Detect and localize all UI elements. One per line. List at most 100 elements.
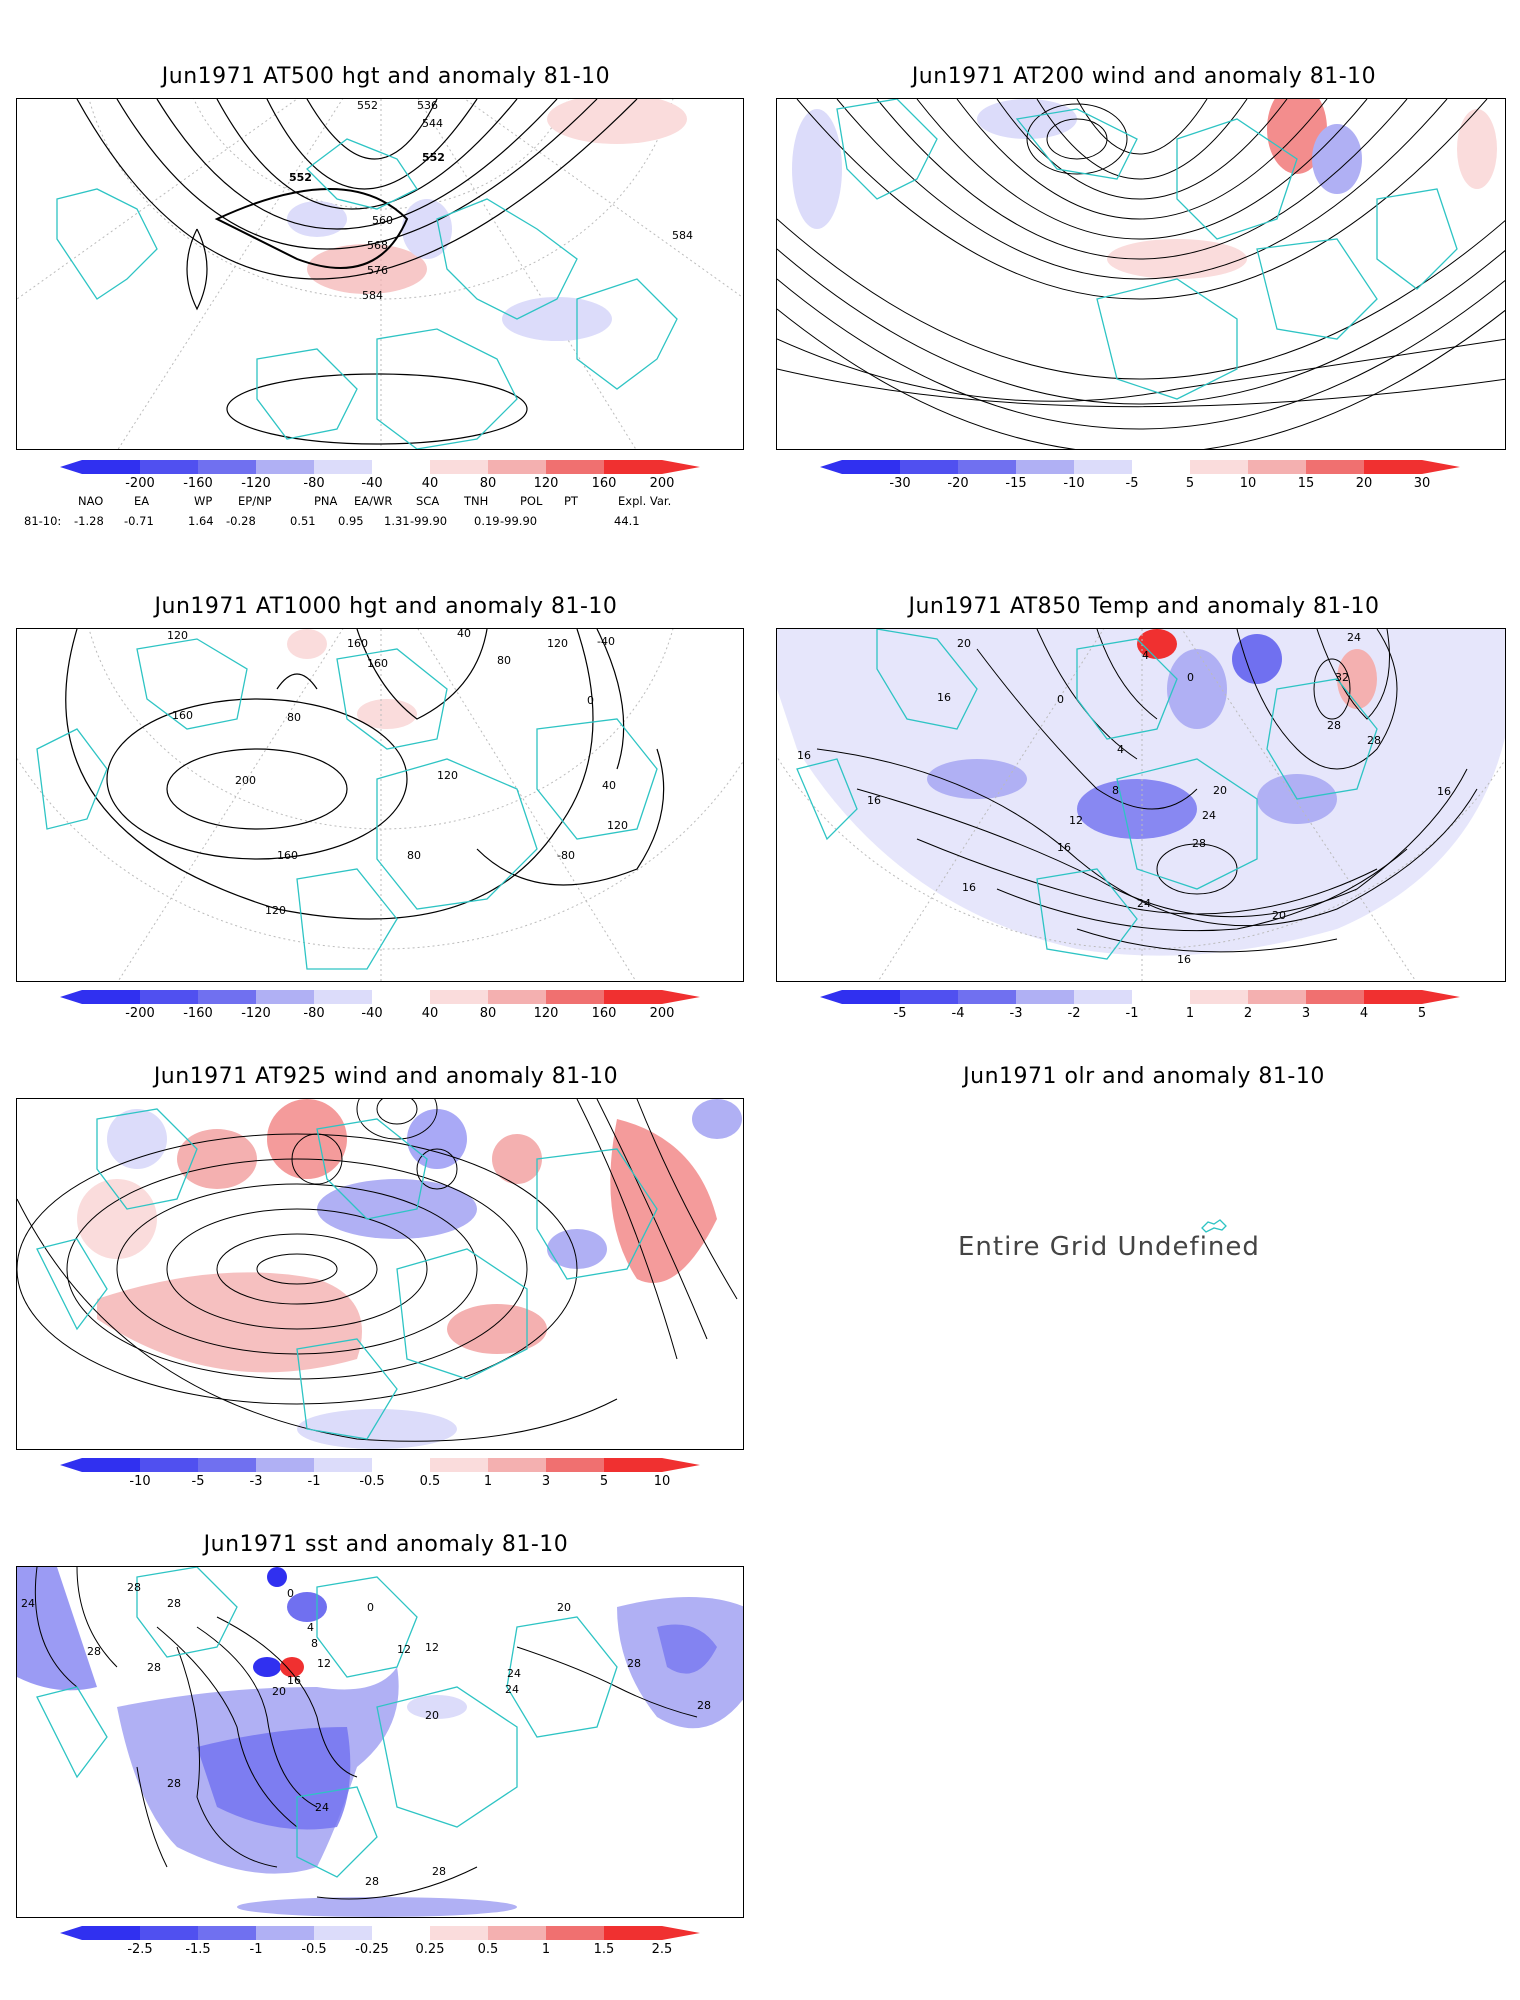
contour-label: 568 xyxy=(367,239,388,252)
contour-label: 160 xyxy=(347,637,368,650)
contour-label: 32 xyxy=(1335,671,1349,684)
colorbar-at500 xyxy=(60,460,700,474)
contour-label: 24 xyxy=(505,1683,519,1696)
colorbar-labels-at500: -200 -160 -120 -80 -40 40 80 120 160 200 xyxy=(125,476,675,491)
map-sst: 28 28 24 28 28 0 4 8 12 16 20 0 12 12 24… xyxy=(16,1566,744,1918)
contour-label: 4 xyxy=(1142,649,1149,662)
contour-label: 0 xyxy=(367,1601,374,1614)
contour-label: 0 xyxy=(1187,671,1194,684)
colorbar-at925 xyxy=(60,1458,700,1472)
contour-label: 80 xyxy=(407,849,421,862)
contour-label: 20 xyxy=(1213,784,1227,797)
map-at200 xyxy=(776,98,1506,450)
map-at925 xyxy=(16,1098,744,1450)
contour-label: 20 xyxy=(957,637,971,650)
contour-label: 120 xyxy=(607,819,628,832)
contour-label: 544 xyxy=(422,117,443,130)
contour-label: 40 xyxy=(602,779,616,792)
contour-label: 536 xyxy=(417,99,438,112)
contour-label: 576 xyxy=(367,264,388,277)
colorbar-labels-at1000: -200 -160 -120 -80 -40 40 80 120 160 200 xyxy=(125,1006,675,1021)
contour-label: 24 xyxy=(21,1597,35,1610)
colorbar-sst xyxy=(60,1926,700,1940)
contour-label: -80 xyxy=(557,849,575,862)
contour-label: 28 xyxy=(1367,734,1381,747)
contour-label: 20 xyxy=(425,1709,439,1722)
contour-label: 120 xyxy=(547,637,568,650)
contour-label: 0 xyxy=(1057,693,1064,706)
contour-label: 16 xyxy=(962,881,976,894)
contour-label: 28 xyxy=(167,1777,181,1790)
contour-label: 584 xyxy=(672,229,693,242)
map-at500-svg: 552 536 544 552 552 560 568 576 584 584 xyxy=(17,99,743,449)
contour-label: 80 xyxy=(497,654,511,667)
contour-label: 20 xyxy=(557,1601,571,1614)
contour-label: 24 xyxy=(1137,897,1151,910)
contour-label: 28 xyxy=(432,1865,446,1878)
undefined-grid-message: Entire Grid Undefined xyxy=(958,1232,1260,1262)
panel-title-olr: Jun1971 olr and anomaly 81-10 xyxy=(963,1064,1325,1089)
contour-label: 0 xyxy=(587,694,594,707)
contour-label: 24 xyxy=(1202,809,1216,822)
contour-label: 4 xyxy=(307,1621,314,1634)
panel-title-sst: Jun1971 sst and anomaly 81-10 xyxy=(203,1532,569,1557)
contour-label: 552 xyxy=(289,171,312,184)
contour-label: 16 xyxy=(937,691,951,704)
contour-label: 160 xyxy=(367,657,388,670)
contour-label: 120 xyxy=(167,629,188,642)
contour-label: 28 xyxy=(365,1875,379,1888)
panel-title-at500: Jun1971 AT500 hgt and anomaly 81-10 xyxy=(161,64,611,89)
contour-label: 28 xyxy=(127,1581,141,1594)
map-at500: 552 536 544 552 552 560 568 576 584 584 xyxy=(16,98,744,450)
contour-label: 160 xyxy=(277,849,298,862)
contour-label: -40 xyxy=(597,635,615,648)
contour-label: 40 xyxy=(457,629,471,640)
contour-label: 16 xyxy=(287,1674,301,1687)
colorbar-labels-sst: -2.5 -1.5 -1 -0.5 -0.25 0.25 0.5 1 1.5 2.5 xyxy=(127,1942,673,1957)
contour-label: 16 xyxy=(797,749,811,762)
contour-label: 120 xyxy=(437,769,458,782)
panel-title-at200: Jun1971 AT200 wind and anomaly 81-10 xyxy=(911,64,1377,89)
contour-label: 28 xyxy=(627,1657,641,1670)
contour-label: 12 xyxy=(397,1643,411,1656)
olr-coast-fragment xyxy=(1200,1218,1230,1234)
contour-label: 28 xyxy=(167,1597,181,1610)
contour-label: 16 xyxy=(1177,953,1191,966)
contour-label: 20 xyxy=(1272,909,1286,922)
contour-label: 160 xyxy=(172,709,193,722)
contour-label: 28 xyxy=(1192,837,1206,850)
panel-title-at1000: Jun1971 AT1000 hgt and anomaly 81-10 xyxy=(154,594,618,619)
contour-label: 584 xyxy=(362,289,383,302)
contour-label: 16 xyxy=(1437,785,1451,798)
teleconnection-index-table: NAO EA WP EP/NP PNA EA/WR SCA TNH POL PT… xyxy=(24,494,672,528)
colorbar-at1000 xyxy=(60,990,700,1004)
contour-label: 28 xyxy=(87,1645,101,1658)
contour-label: 8 xyxy=(311,1637,318,1650)
contour-label: 0 xyxy=(287,1587,294,1600)
contour-label: 552 xyxy=(357,99,378,112)
contour-label: 28 xyxy=(697,1699,711,1712)
contour-label: 24 xyxy=(507,1667,521,1680)
map-at850: 20 4 0 24 16 0 16 4 8 12 20 24 28 28 16 … xyxy=(776,628,1506,982)
contour-label: 24 xyxy=(1347,631,1361,644)
contour-label: 560 xyxy=(372,214,393,227)
contour-label: 120 xyxy=(265,904,286,917)
contour-label: 28 xyxy=(147,1661,161,1674)
contour-label: 24 xyxy=(315,1801,329,1814)
contour-label: 20 xyxy=(272,1685,286,1698)
contour-label: 552 xyxy=(422,151,445,164)
contour-label: 200 xyxy=(235,774,256,787)
contour-label: 12 xyxy=(317,1657,331,1670)
panel-title-at925: Jun1971 AT925 wind and anomaly 81-10 xyxy=(153,1064,619,1089)
contour-label: 16 xyxy=(867,794,881,807)
contour-label: 4 xyxy=(1117,743,1124,756)
colorbar-at200 xyxy=(820,460,1460,474)
map-at1000: 120 160 160 80 80 40 120 -40 0 160 200 1… xyxy=(16,628,744,982)
contour-label: 28 xyxy=(1327,719,1341,732)
contour-label: 12 xyxy=(1069,814,1083,827)
contour-label: 12 xyxy=(425,1641,439,1654)
contour-label: 80 xyxy=(287,711,301,724)
contour-label: 8 xyxy=(1112,784,1119,797)
